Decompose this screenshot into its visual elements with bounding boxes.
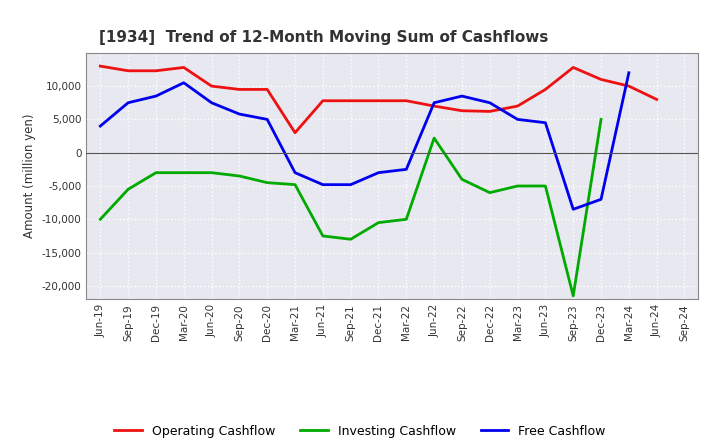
Operating Cashflow: [374, 98, 383, 103]
Investing Cashflow: [458, 177, 467, 182]
Investing Cashflow: [374, 220, 383, 225]
Free Cashflow: [541, 120, 550, 125]
Operating Cashflow: [624, 84, 633, 89]
Operating Cashflow: [318, 98, 327, 103]
Operating Cashflow: [541, 87, 550, 92]
Free Cashflow: [402, 167, 410, 172]
Investing Cashflow: [235, 173, 243, 179]
Investing Cashflow: [597, 117, 606, 122]
Line: Operating Cashflow: Operating Cashflow: [100, 66, 657, 133]
Investing Cashflow: [513, 183, 522, 189]
Operating Cashflow: [597, 77, 606, 82]
Operating Cashflow: [346, 98, 355, 103]
Investing Cashflow: [152, 170, 161, 175]
Text: [1934]  Trend of 12-Month Moving Sum of Cashflows: [1934] Trend of 12-Month Moving Sum of C…: [99, 29, 548, 45]
Legend: Operating Cashflow, Investing Cashflow, Free Cashflow: Operating Cashflow, Investing Cashflow, …: [109, 420, 611, 440]
Free Cashflow: [569, 207, 577, 212]
Operating Cashflow: [124, 68, 132, 73]
Operating Cashflow: [485, 109, 494, 114]
Investing Cashflow: [346, 237, 355, 242]
Investing Cashflow: [207, 170, 216, 175]
Investing Cashflow: [96, 216, 104, 222]
Investing Cashflow: [541, 183, 550, 189]
Free Cashflow: [318, 182, 327, 187]
Operating Cashflow: [513, 103, 522, 109]
Operating Cashflow: [96, 63, 104, 69]
Operating Cashflow: [652, 97, 661, 102]
Operating Cashflow: [207, 84, 216, 89]
Free Cashflow: [513, 117, 522, 122]
Operating Cashflow: [179, 65, 188, 70]
Operating Cashflow: [402, 98, 410, 103]
Investing Cashflow: [569, 293, 577, 298]
Free Cashflow: [291, 170, 300, 175]
Operating Cashflow: [458, 108, 467, 114]
Line: Free Cashflow: Free Cashflow: [100, 73, 629, 209]
Operating Cashflow: [569, 65, 577, 70]
Free Cashflow: [346, 182, 355, 187]
Free Cashflow: [124, 100, 132, 106]
Free Cashflow: [485, 100, 494, 106]
Operating Cashflow: [291, 130, 300, 136]
Investing Cashflow: [318, 233, 327, 238]
Free Cashflow: [207, 100, 216, 106]
Free Cashflow: [152, 93, 161, 99]
Free Cashflow: [430, 100, 438, 106]
Y-axis label: Amount (million yen): Amount (million yen): [23, 114, 36, 238]
Operating Cashflow: [430, 103, 438, 109]
Investing Cashflow: [263, 180, 271, 185]
Investing Cashflow: [124, 187, 132, 192]
Free Cashflow: [179, 80, 188, 85]
Investing Cashflow: [179, 170, 188, 175]
Investing Cashflow: [402, 216, 410, 222]
Free Cashflow: [263, 117, 271, 122]
Free Cashflow: [235, 111, 243, 117]
Line: Investing Cashflow: Investing Cashflow: [100, 119, 601, 296]
Investing Cashflow: [430, 136, 438, 141]
Free Cashflow: [96, 123, 104, 128]
Free Cashflow: [458, 93, 467, 99]
Operating Cashflow: [152, 68, 161, 73]
Operating Cashflow: [235, 87, 243, 92]
Free Cashflow: [374, 170, 383, 175]
Investing Cashflow: [485, 190, 494, 195]
Operating Cashflow: [263, 87, 271, 92]
Investing Cashflow: [291, 182, 300, 187]
Free Cashflow: [597, 197, 606, 202]
Free Cashflow: [624, 70, 633, 75]
